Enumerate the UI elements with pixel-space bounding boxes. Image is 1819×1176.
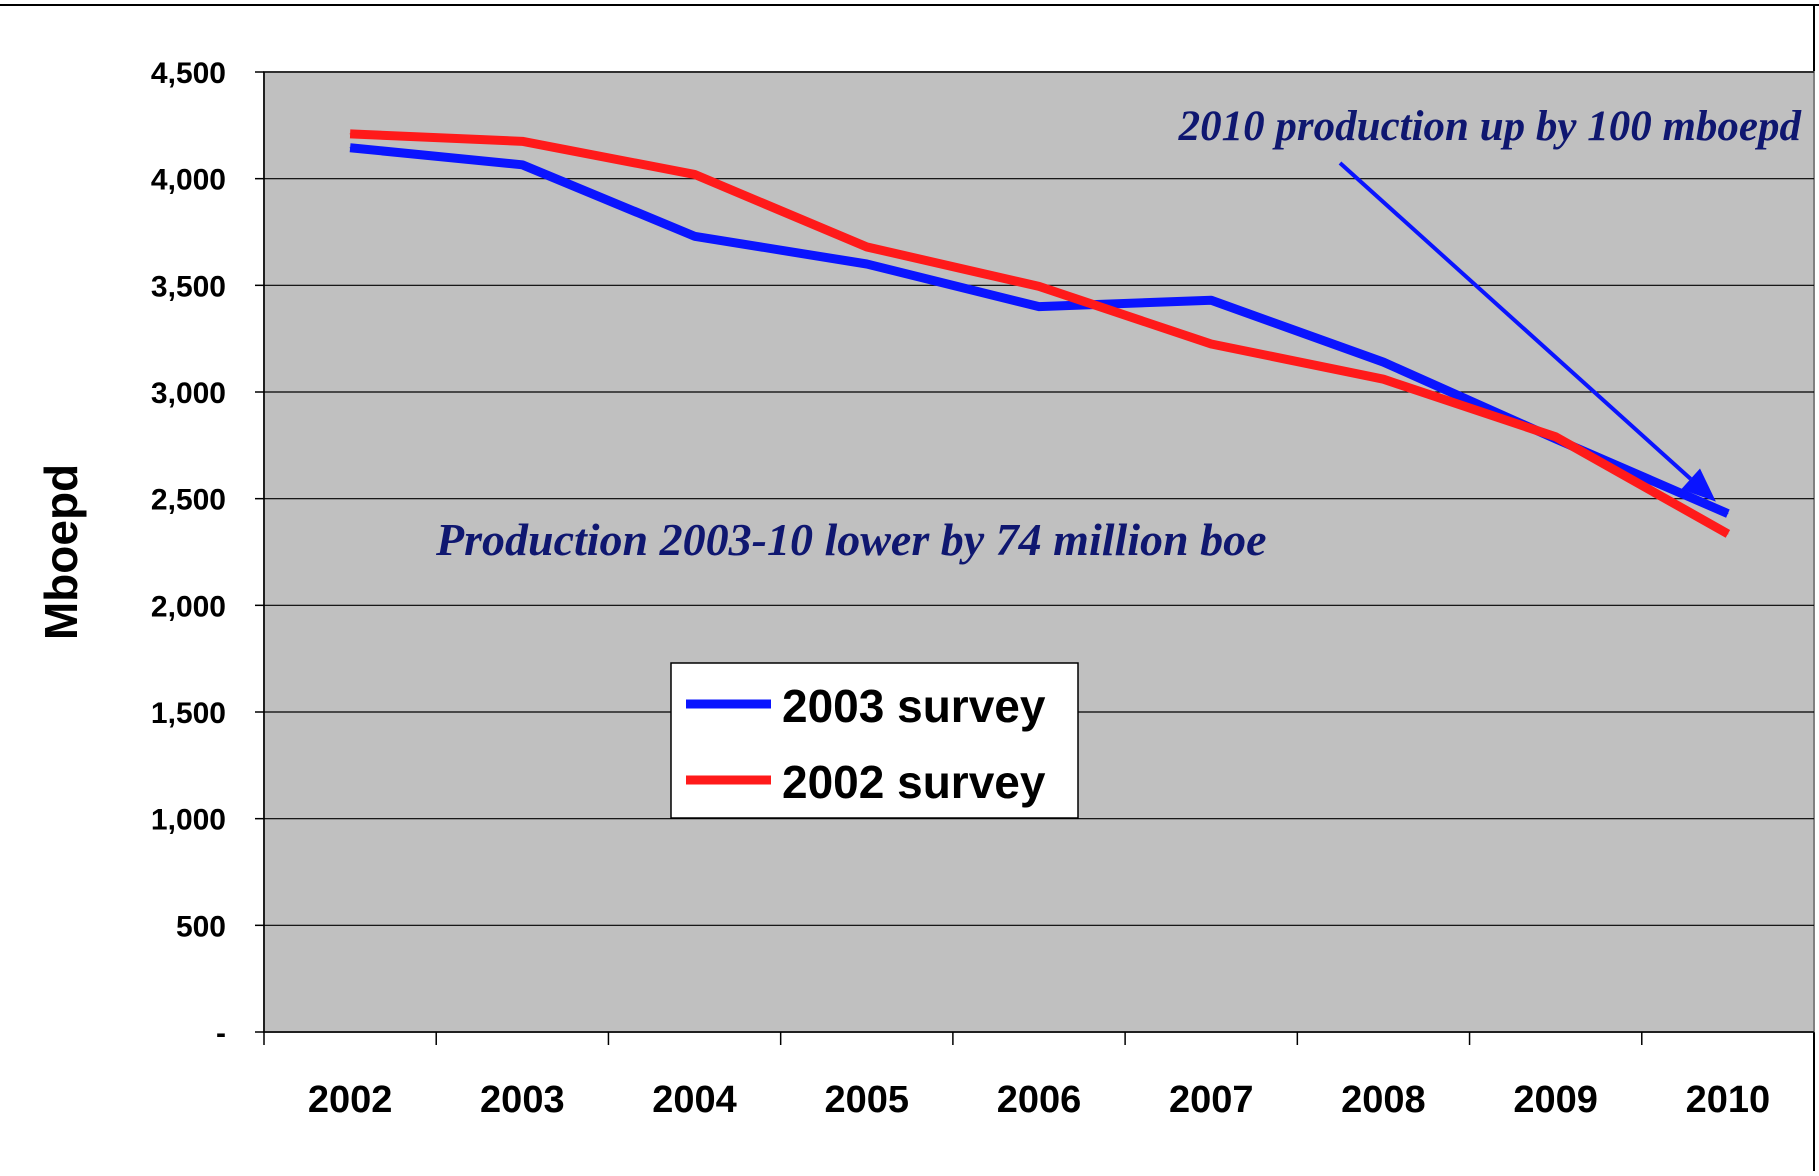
data-point: [1382, 361, 1384, 363]
x-tick-label: 2002: [308, 1079, 393, 1121]
arrow-head: [1681, 468, 1716, 502]
data-point: [349, 147, 351, 149]
x-axis-ticks: 2002 2003 2004 2005 2006 2007 2008 2009 2010: [263, 1032, 1815, 1121]
data-point: [521, 140, 523, 142]
y-tick-label: 4,500: [151, 57, 226, 90]
y-tick-label: 1,500: [151, 697, 226, 730]
data-point: [1555, 436, 1557, 438]
annotation-arrow: [1338, 161, 1716, 502]
x-tick-label: 2008: [1341, 1079, 1426, 1121]
x-tick-label: 2009: [1513, 1079, 1598, 1121]
y-tick-label: 2,000: [151, 590, 226, 623]
data-point: [1727, 513, 1729, 515]
y-tick-label: 3,000: [151, 377, 226, 410]
x-tick-label: 2005: [825, 1079, 910, 1121]
x-tick-label: 2006: [997, 1079, 1082, 1121]
y-tick-label: -: [216, 1017, 226, 1050]
annotation-production-lower: Production 2003-10 lower by 74 million b…: [435, 514, 1267, 565]
data-point: [521, 164, 523, 166]
data-point: [694, 173, 696, 175]
legend-box: [670, 662, 1079, 819]
y-tick-label: 4,000: [151, 164, 226, 197]
data-point: [866, 263, 868, 265]
y-tick-label: 1,000: [151, 804, 226, 837]
data-point: [1210, 299, 1212, 301]
data-point: [1382, 378, 1384, 380]
x-tick-label: 2010: [1686, 1079, 1771, 1121]
arrow-line: [1338, 161, 1692, 481]
y-axis-label: Mboepd: [35, 464, 87, 640]
series-lines: [349, 129, 1731, 538]
data-point: [1727, 533, 1729, 535]
axes: [263, 72, 1814, 1033]
data-point: [1038, 285, 1040, 287]
data-point: [349, 133, 351, 135]
legend: 2003 survey 2002 survey: [670, 662, 1079, 819]
data-point: [694, 235, 696, 237]
x-tick-label: 2004: [652, 1079, 737, 1121]
x-tick-label: 2003: [480, 1079, 565, 1121]
legend-label-2002-survey: 2002 survey: [782, 756, 1046, 808]
y-tick-label: 3,500: [151, 270, 226, 303]
y-tick-label: 500: [176, 910, 226, 943]
data-point: [866, 246, 868, 248]
annotation-production-up: 2010 production up by 100 mboepd: [1178, 103, 1803, 150]
legend-label-2003-survey: 2003 survey: [782, 680, 1046, 732]
y-axis-ticks: - 500 1,000 1,500 2,000 2,500 3,000 3,500 4,000 4…: [151, 57, 264, 1050]
data-point: [1210, 343, 1212, 345]
data-point: [1038, 306, 1040, 308]
x-tick-label: 2007: [1169, 1079, 1254, 1121]
y-tick-label: 2,500: [151, 484, 226, 517]
